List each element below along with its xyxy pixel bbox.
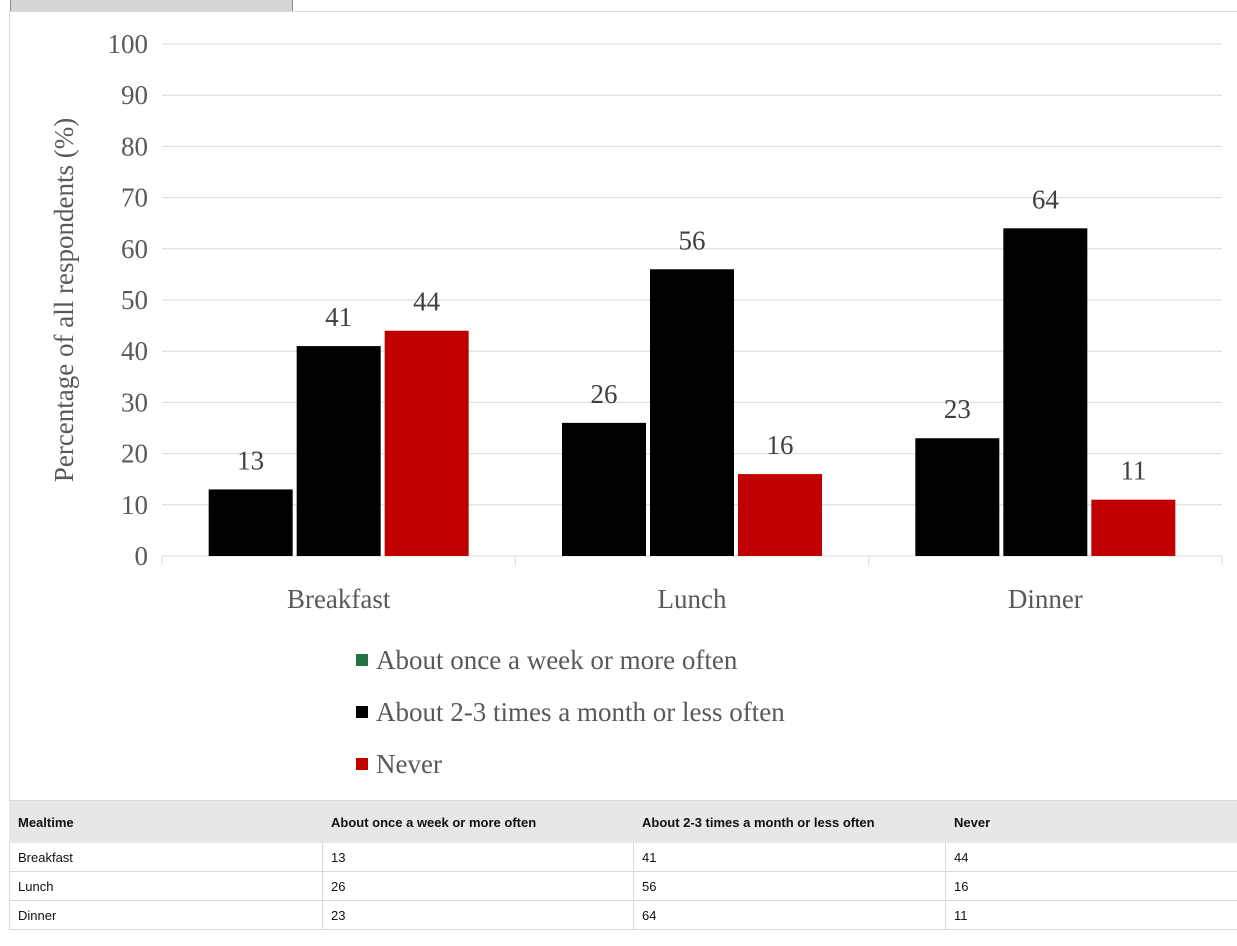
data-label: 64 [1032, 184, 1060, 214]
chart-frame: 0 10 20 30 40 50 60 70 80 90 100 13 41 44 Breakfast 26 5… [9, 11, 1237, 801]
bar-breakfast-3 [384, 330, 469, 556]
legend-swatch [356, 706, 368, 718]
y-tick-label: 10 [121, 490, 148, 520]
category-label: Breakfast [287, 584, 391, 614]
table-cell: 23 [322, 900, 634, 930]
data-label: 23 [944, 394, 971, 424]
category-label: Lunch [658, 584, 727, 614]
category-label: Dinner [1008, 584, 1083, 614]
data-table: Mealtime About once a week or more often… [9, 801, 1237, 930]
bar-dinner-3 [1091, 499, 1176, 556]
data-label: 16 [767, 430, 794, 460]
data-label: 26 [591, 379, 618, 409]
y-tick-label: 60 [121, 234, 148, 264]
bar-lunch-2 [650, 269, 734, 556]
data-label: 11 [1120, 456, 1146, 486]
y-axis-title: Percentage of all respondents (%) [49, 118, 79, 482]
table-cell: 64 [633, 900, 946, 930]
y-tick-label: 80 [121, 131, 148, 161]
table-header-monthly: About 2-3 times a month or less often [633, 801, 946, 843]
y-tick-label: 40 [121, 336, 148, 366]
y-tick-label: 70 [121, 183, 148, 213]
y-tick-label: 50 [121, 285, 148, 315]
table-cell: 56 [633, 871, 946, 901]
y-tick-label: 0 [135, 541, 149, 571]
y-tick-label: 90 [121, 80, 148, 110]
legend-label: Never [376, 749, 442, 779]
table-cell: Dinner [9, 900, 323, 930]
data-label: 44 [413, 287, 441, 317]
bar-chart: 0 10 20 30 40 50 60 70 80 90 100 13 41 44 Breakfast 26 5… [49, 29, 1223, 779]
bar-breakfast-2 [296, 346, 381, 556]
legend-label: About 2-3 times a month or less often [376, 697, 785, 727]
table-header-mealtime: Mealtime [9, 801, 323, 843]
table-cell: Breakfast [9, 842, 323, 872]
table-header-weekly: About once a week or more often [322, 801, 634, 843]
legend-swatch [356, 654, 368, 666]
y-tick-label: 30 [121, 387, 148, 417]
data-label: 41 [325, 302, 352, 332]
table-row: Dinner 23 64 11 [9, 900, 1237, 930]
table-cell: Lunch [9, 871, 323, 901]
legend-label: About once a week or more often [376, 645, 738, 675]
table-cell: 41 [633, 842, 946, 872]
table-header-never: Never [945, 801, 1237, 843]
y-tick-label: 20 [121, 439, 148, 469]
table-cell: 13 [322, 842, 634, 872]
data-label: 13 [237, 445, 264, 475]
bar-dinner-1 [915, 438, 1000, 556]
table-cell: 11 [945, 900, 1237, 930]
table-cell: 16 [945, 871, 1237, 901]
table-row: Breakfast 13 41 44 [9, 842, 1237, 872]
bar-breakfast-1 [208, 489, 293, 556]
bar-lunch-1 [562, 422, 646, 556]
bar-dinner-2 [1003, 228, 1088, 556]
y-tick-label: 100 [108, 29, 149, 59]
legend-swatch [356, 758, 368, 770]
table-cell: 44 [945, 842, 1237, 872]
data-label: 56 [679, 225, 706, 255]
table-header-row: Mealtime About once a week or more often… [9, 801, 1237, 843]
table-cell: 26 [322, 871, 634, 901]
bar-lunch-3 [738, 474, 822, 556]
table-row: Lunch 26 56 16 [9, 871, 1237, 901]
